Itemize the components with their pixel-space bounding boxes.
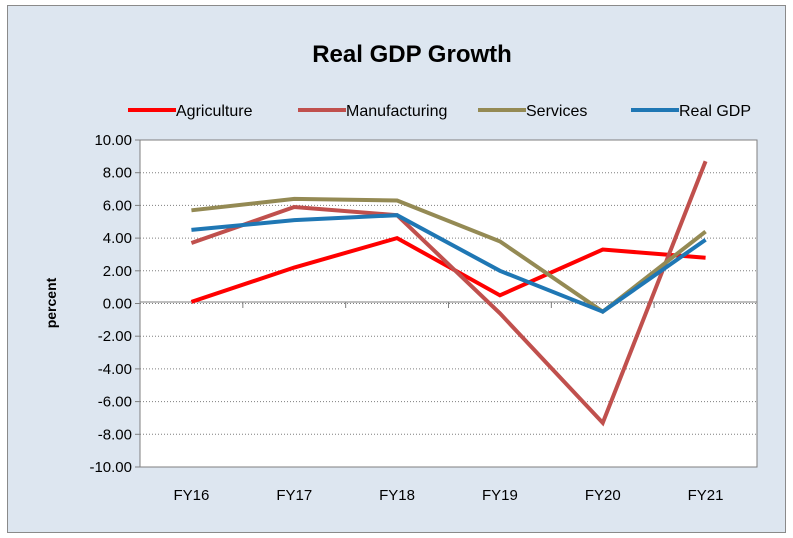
y-tick-label: 2.00 <box>103 263 132 280</box>
x-tick-label: FY16 <box>173 487 209 504</box>
y-tick-label: -6.00 <box>98 394 132 411</box>
y-tick-label: -10.00 <box>89 459 132 476</box>
y-tick-label: 6.00 <box>103 197 132 214</box>
legend-label: Real GDP <box>679 103 751 120</box>
plot-border <box>139 139 758 468</box>
legend-label: Manufacturing <box>346 103 447 120</box>
chart-title: Real GDP Growth <box>312 41 512 68</box>
x-tick-label: FY19 <box>482 487 518 504</box>
x-tick-label: FY20 <box>585 487 621 504</box>
axes <box>139 139 758 468</box>
y-tick-label: 4.00 <box>103 230 132 247</box>
y-tick-label: 10.00 <box>94 132 132 149</box>
series-lines <box>190 160 708 427</box>
x-tick-label: FY17 <box>276 487 312 504</box>
x-axis-ticks: FY16 FY17 FY18 FY19 FY20 FY21 <box>139 302 758 504</box>
x-tick-label: FY21 <box>688 487 724 504</box>
x-tick-label: FY18 <box>379 487 415 504</box>
y-tick-label: -4.00 <box>98 361 132 378</box>
legend-label: Services <box>526 103 587 120</box>
y-tick-label: -2.00 <box>98 328 132 345</box>
legend: Agriculture Manufacturing Services Real GDP <box>128 103 751 120</box>
series-line <box>190 160 708 427</box>
legend-label: Agriculture <box>176 103 253 120</box>
y-tick-label: 8.00 <box>103 165 132 182</box>
y-tick-label: 0.00 <box>103 296 132 313</box>
y-tick-label: -8.00 <box>98 426 132 443</box>
series-line <box>191 213 707 314</box>
y-axis-title: percent <box>43 277 59 328</box>
y-axis-ticks: 10.00 8.00 6.00 4.00 2.00 0.00 -2.00 -4.00 -6.00… <box>89 132 140 476</box>
